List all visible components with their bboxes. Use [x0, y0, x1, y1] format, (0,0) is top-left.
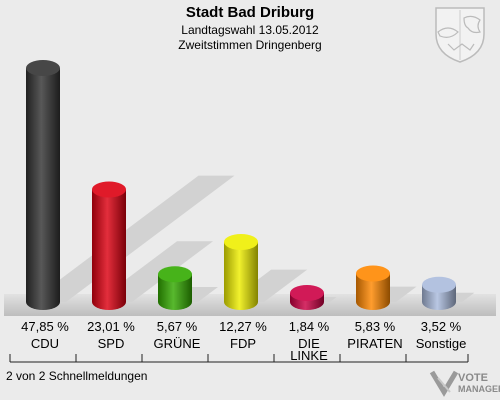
bar-fdp [224, 233, 258, 310]
bar-shadow [30, 175, 235, 302]
bar-grüne [158, 266, 192, 310]
bar-piraten [356, 265, 390, 310]
report-status: 2 von 2 Schnellmeldungen [6, 369, 148, 383]
value-label: 12,27 % [219, 319, 267, 334]
value-label: 3,52 % [421, 319, 462, 334]
value-label: 1,84 % [289, 319, 330, 334]
category-label: PIRATEN [347, 336, 402, 351]
category-label: DIE [298, 336, 320, 351]
district-subtitle: Zweitstimmen Dringenberg [178, 38, 322, 52]
category-label: CDU [31, 336, 59, 351]
value-label: 23,01 % [87, 319, 135, 334]
election-subtitle: Landtagswahl 13.05.2012 [181, 23, 319, 37]
brand-line1: VOTE [458, 372, 488, 384]
category-label: LINKE [290, 348, 328, 363]
category-label: Sonstige [416, 336, 467, 351]
votemanager-logo: VOTE MANAGER [429, 370, 500, 397]
bar-cdu [26, 60, 60, 310]
brand-line2: MANAGER [458, 384, 500, 394]
bar-die-linke [290, 285, 324, 310]
bar-spd [92, 181, 126, 310]
value-label: 47,85 % [21, 319, 69, 334]
category-label: GRÜNE [154, 336, 201, 351]
value-label: 5,67 % [157, 319, 198, 334]
category-label: FDP [230, 336, 256, 351]
bar-sonstige [422, 276, 456, 310]
category-label: SPD [98, 336, 125, 351]
coat-of-arms-icon [435, 7, 485, 63]
chart-title: Stadt Bad Driburg [185, 4, 315, 21]
value-label: 5,83 % [355, 319, 396, 334]
